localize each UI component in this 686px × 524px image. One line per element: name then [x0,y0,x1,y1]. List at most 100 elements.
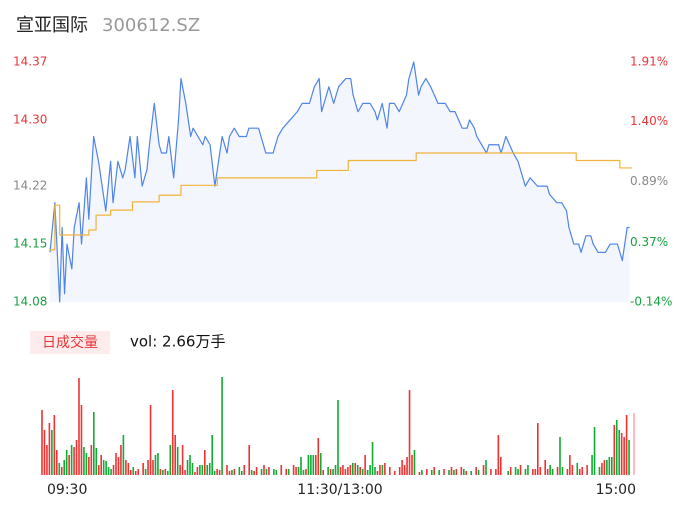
volume-bar [221,377,223,475]
volume-bar [329,469,332,475]
volume-bar [206,465,209,475]
volume-bar [134,471,137,475]
volume-bar [477,470,480,475]
volume-bar [83,447,85,475]
volume-bar [132,467,135,475]
volume-bar [130,470,132,475]
volume-bar [593,427,596,475]
volume-bar [366,470,369,475]
volume-bar [241,471,243,475]
volume-bar [426,469,428,475]
volume-bar [559,437,561,475]
volume-bar [628,440,630,475]
volume-bar [490,469,492,475]
volume-bar [485,460,487,475]
volume-bar [297,467,300,475]
volume-bar [448,470,450,475]
volume-bar [344,469,347,475]
volume-bar [280,465,283,475]
volume-bar [354,463,357,475]
volume-bar [144,469,147,475]
volume-bar [581,467,583,475]
volume-bar [60,467,63,475]
volume-bar [248,445,250,475]
volume-bar [500,457,502,475]
volume-bar [285,469,287,475]
volume-bar [265,469,268,475]
volume-bar [85,453,88,475]
volume-bar [75,440,78,475]
y-tick-label: 14.30 [13,112,47,126]
volume-bar [204,450,206,475]
y2-tick-label: 0.89% [630,174,668,188]
volume-bar [255,467,258,475]
price-line [49,61,630,303]
volume-bar [112,465,115,475]
volume-bar [352,463,354,475]
volume-bar [115,453,117,475]
y2-tick-label: 1.40% [630,114,668,128]
volume-bar [100,455,102,475]
average-line [50,152,632,251]
volume-bar [107,467,110,475]
volume-bar [238,467,241,475]
volume-bar [544,460,546,475]
volume-bar [78,378,80,475]
volume-bar [576,463,579,475]
volume-bar [556,467,559,475]
volume-title: 日成交量 [42,334,98,351]
volume-bar [43,430,46,475]
volume-annotation: vol: 2.66万手 [130,333,225,351]
volume-bar [389,467,391,475]
volume-bar [470,471,472,475]
volume-bar [601,463,603,475]
volume-bar [364,455,366,475]
volume-bar [184,470,186,475]
volume-bar [191,463,194,475]
volume-bar [295,467,297,475]
volume-bar [495,469,497,475]
volume-bar [371,442,374,475]
y2-tick-label: -0.14% [630,295,672,309]
volume-bar [438,470,440,475]
volume-bar [122,435,125,475]
volume-bar [356,465,359,475]
volume-bar [53,415,56,475]
volume-bar [275,470,278,475]
volume-title-bg [30,331,110,354]
volume-bar [194,472,196,475]
volume-bar [120,445,122,475]
volume-bar [611,457,613,475]
volume-bar [507,471,509,475]
volume-bar [381,465,384,475]
volume-bar [598,467,601,475]
volume-bar [260,469,263,475]
volume-bar [460,467,463,475]
volume-bar [586,465,588,475]
volume-bar [263,465,265,475]
volume-bar [164,469,167,475]
volume-bar [159,469,162,475]
x-tick-label: 09:30 [47,482,87,498]
volume-bar [250,470,253,475]
volume-bar [347,467,349,475]
volume-bar [268,467,270,475]
volume-bar [443,469,445,475]
volume-bar [334,465,337,475]
volume-bar [162,470,164,475]
volume-bar [618,430,620,475]
volume-bar [117,457,120,475]
volume-bar [398,467,401,475]
y-tick-label: 14.15 [13,237,47,251]
volume-bar [527,465,529,475]
volume-bar [305,469,307,475]
volume-bar [453,470,455,475]
stock-code: 300612.SZ [102,15,200,36]
y-tick-label: 14.22 [13,179,47,193]
volume-bar [509,467,512,475]
volume-bar [80,405,83,475]
volume-bar [546,469,549,475]
volume-bar [137,469,139,475]
volume-bar [253,471,255,475]
volume-bar [613,425,616,475]
